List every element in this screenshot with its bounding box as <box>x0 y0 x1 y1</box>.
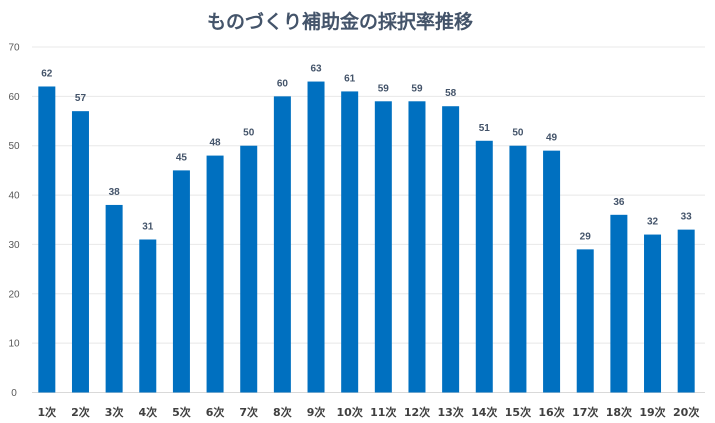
bar <box>105 204 123 393</box>
data-label: 48 <box>210 138 222 149</box>
data-label: 58 <box>445 88 457 99</box>
y-tick-label: 30 <box>8 240 20 251</box>
data-label: 50 <box>512 128 524 139</box>
x-tick-label: 12次 <box>404 405 430 419</box>
x-tick-label: 6次 <box>206 405 225 419</box>
data-label: 29 <box>580 231 592 242</box>
data-label: 62 <box>41 68 53 79</box>
y-tick-label: 10 <box>8 339 20 350</box>
x-tick-label: 7次 <box>239 405 258 419</box>
bar <box>408 101 426 393</box>
y-tick-label: 0 <box>11 388 17 399</box>
y-tick-label: 60 <box>8 92 20 103</box>
data-label: 61 <box>344 73 356 84</box>
bar <box>543 150 561 393</box>
x-tick-label: 19次 <box>639 405 665 419</box>
data-label: 36 <box>613 197 625 208</box>
data-label: 33 <box>681 212 693 223</box>
data-label: 60 <box>277 78 289 89</box>
x-tick-label: 4次 <box>138 405 157 419</box>
data-label: 51 <box>479 123 491 134</box>
data-label: 59 <box>378 83 390 94</box>
bar <box>610 214 628 393</box>
bar <box>475 140 493 393</box>
x-tick-label: 11次 <box>370 405 396 419</box>
data-label: 45 <box>176 152 188 163</box>
x-tick-label: 20次 <box>673 405 699 419</box>
x-tick-label: 10次 <box>337 405 363 419</box>
bar <box>442 106 460 393</box>
bar <box>307 81 325 393</box>
x-tick-label: 9次 <box>307 405 326 419</box>
x-tick-label: 8次 <box>273 405 292 419</box>
y-tick-label: 70 <box>8 43 20 54</box>
x-tick-label: 2次 <box>71 405 90 419</box>
y-tick-label: 20 <box>8 289 20 300</box>
chart-title: ものづくり補助金の採択率推移 <box>207 10 473 33</box>
data-label: 63 <box>310 64 322 75</box>
data-label: 49 <box>546 133 558 144</box>
x-tick-label: 13次 <box>437 405 463 419</box>
bar <box>341 91 359 393</box>
y-tick-label: 40 <box>8 191 20 202</box>
bar <box>38 86 56 393</box>
data-label: 59 <box>411 83 423 94</box>
x-tick-label: 18次 <box>606 405 632 419</box>
x-tick-label: 1次 <box>37 405 56 419</box>
data-label: 50 <box>243 128 255 139</box>
bar <box>240 145 258 393</box>
bar <box>576 249 594 393</box>
x-tick-label: 15次 <box>505 405 531 419</box>
x-tick-label: 17次 <box>572 405 598 419</box>
bar <box>206 155 224 393</box>
x-tick-label: 14次 <box>471 405 497 419</box>
bar <box>172 170 190 393</box>
y-tick-label: 50 <box>8 141 20 152</box>
bar <box>139 239 157 393</box>
bar <box>273 96 291 393</box>
data-label: 57 <box>75 93 87 104</box>
x-tick-label: 16次 <box>538 405 564 419</box>
x-tick-label: 5次 <box>172 405 191 419</box>
data-label: 38 <box>109 187 121 198</box>
data-label: 32 <box>647 217 659 228</box>
bar <box>374 101 392 393</box>
bar <box>509 145 527 393</box>
data-label: 31 <box>142 221 154 232</box>
bar <box>644 234 662 393</box>
bar <box>677 229 695 393</box>
x-tick-label: 3次 <box>105 405 124 419</box>
bar <box>71 111 89 393</box>
